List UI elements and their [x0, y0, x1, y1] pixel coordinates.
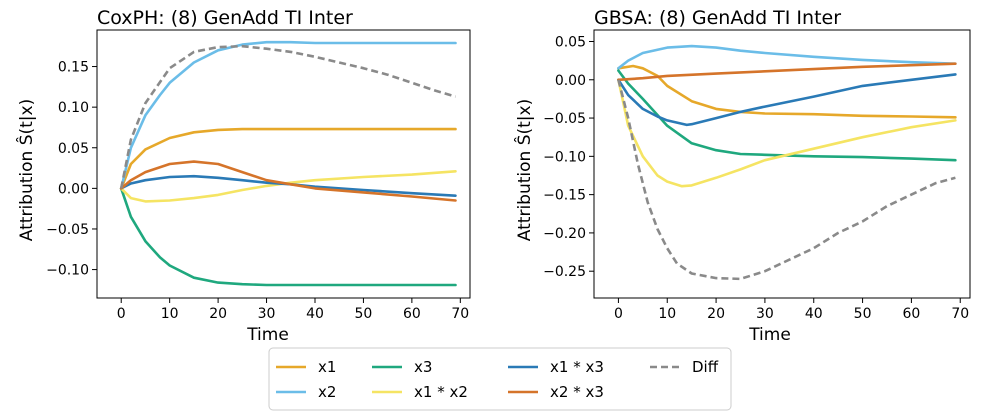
legend-label: x1 * x2	[414, 383, 468, 401]
y-tick-label: 0.00	[58, 181, 89, 197]
x-tick-label: 0	[614, 306, 623, 322]
plot-area: 0 10 20 30 40 50 60 70 −0.10 −0.05 0.00 0.05 0.10 0.1…	[46, 29, 471, 322]
legend-label: x2	[318, 383, 336, 401]
y-tick-label: −0.05	[46, 222, 89, 238]
legend-label: x2 * x3	[550, 383, 604, 401]
x-tick-label: 20	[209, 306, 227, 322]
plot-area: 0 10 20 30 40 50 60 70 −0.25 −0.20 −0.15 −0.10 −0.05…	[543, 29, 971, 322]
y-tick-label: 0.05	[58, 141, 89, 157]
x-tick-label: 60	[902, 306, 920, 322]
series-line-x1-x-x3	[119, 174, 457, 197]
series-line-diff	[119, 44, 456, 189]
x-tick-label: 60	[403, 306, 421, 322]
y-tick-label: −0.15	[543, 188, 586, 204]
y-tick-label: −0.20	[543, 226, 586, 242]
x-axis-label: Time	[246, 325, 289, 345]
y-tick-label: −0.10	[46, 263, 89, 279]
x-tick-label: 30	[258, 306, 276, 322]
axes-frame	[96, 29, 471, 299]
y-tick-label: −0.10	[543, 149, 586, 165]
chart-coxph: CoxPH: (8) GenAdd TI Inter Attribution Ŝ…	[15, 7, 471, 345]
legend-label: x1	[318, 358, 336, 376]
y-tick-label: −0.05	[543, 111, 586, 127]
x-tick-label: 50	[854, 306, 872, 322]
legend: x1 x2 x3 x1 * x2 x1 * x3 x2 * x3 Diff	[268, 347, 732, 411]
axes-frame	[593, 29, 971, 299]
series-line-x1-x-x3	[617, 73, 957, 127]
legend-label: Diff	[692, 358, 719, 376]
series-line-x1	[119, 127, 457, 190]
series-line-x1-x-x2	[119, 170, 457, 203]
x-tick-label: 50	[355, 306, 373, 322]
legend-label: x1 * x3	[550, 358, 604, 376]
y-tick-label: 0.10	[58, 100, 89, 116]
series-line-x2	[617, 44, 957, 70]
svg-text:Attribution Ŝ(t|x): Attribution Ŝ(t|x)	[513, 99, 535, 241]
series-line-x3	[119, 187, 457, 287]
x-tick-label: 70	[451, 306, 469, 322]
series-line-x2-x-x3	[119, 160, 457, 202]
y-tick-label: 0.00	[555, 73, 586, 89]
legend-label: x3	[414, 358, 432, 376]
x-tick-label: 10	[658, 306, 676, 322]
legend-frame	[268, 347, 732, 411]
y-axis-label: Attribution Ŝ(t|x)	[15, 99, 37, 241]
x-tick-label: 0	[117, 306, 126, 322]
series-line-x1	[617, 64, 957, 119]
series-line-x3	[617, 69, 957, 162]
x-tick-label: 10	[161, 306, 179, 322]
y-tick-label: −0.25	[543, 264, 586, 280]
series-line-x1-x-x2	[617, 78, 957, 188]
series-line-x2	[119, 40, 457, 190]
x-axis-label: Time	[748, 325, 791, 345]
svg-text:Attribution Ŝ(t|x): Attribution Ŝ(t|x)	[15, 99, 37, 241]
chart-title: GBSA: (8) GenAdd TI Inter	[594, 7, 841, 29]
x-tick-label: 40	[306, 306, 324, 322]
y-tick-label: 0.05	[555, 34, 586, 50]
chart-gbsa: GBSA: (8) GenAdd TI Inter Attribution Ŝ(…	[513, 7, 971, 345]
y-tick-label: 0.15	[58, 60, 89, 76]
y-axis-label: Attribution Ŝ(t|x)	[513, 99, 535, 241]
chart-title: CoxPH: (8) GenAdd TI Inter	[97, 7, 353, 29]
series-line-diff	[617, 79, 956, 281]
x-tick-label: 20	[707, 306, 725, 322]
series-line-x2-x-x3	[617, 62, 957, 82]
x-tick-label: 40	[805, 306, 823, 322]
x-tick-label: 30	[756, 306, 774, 322]
x-tick-label: 70	[951, 306, 969, 322]
